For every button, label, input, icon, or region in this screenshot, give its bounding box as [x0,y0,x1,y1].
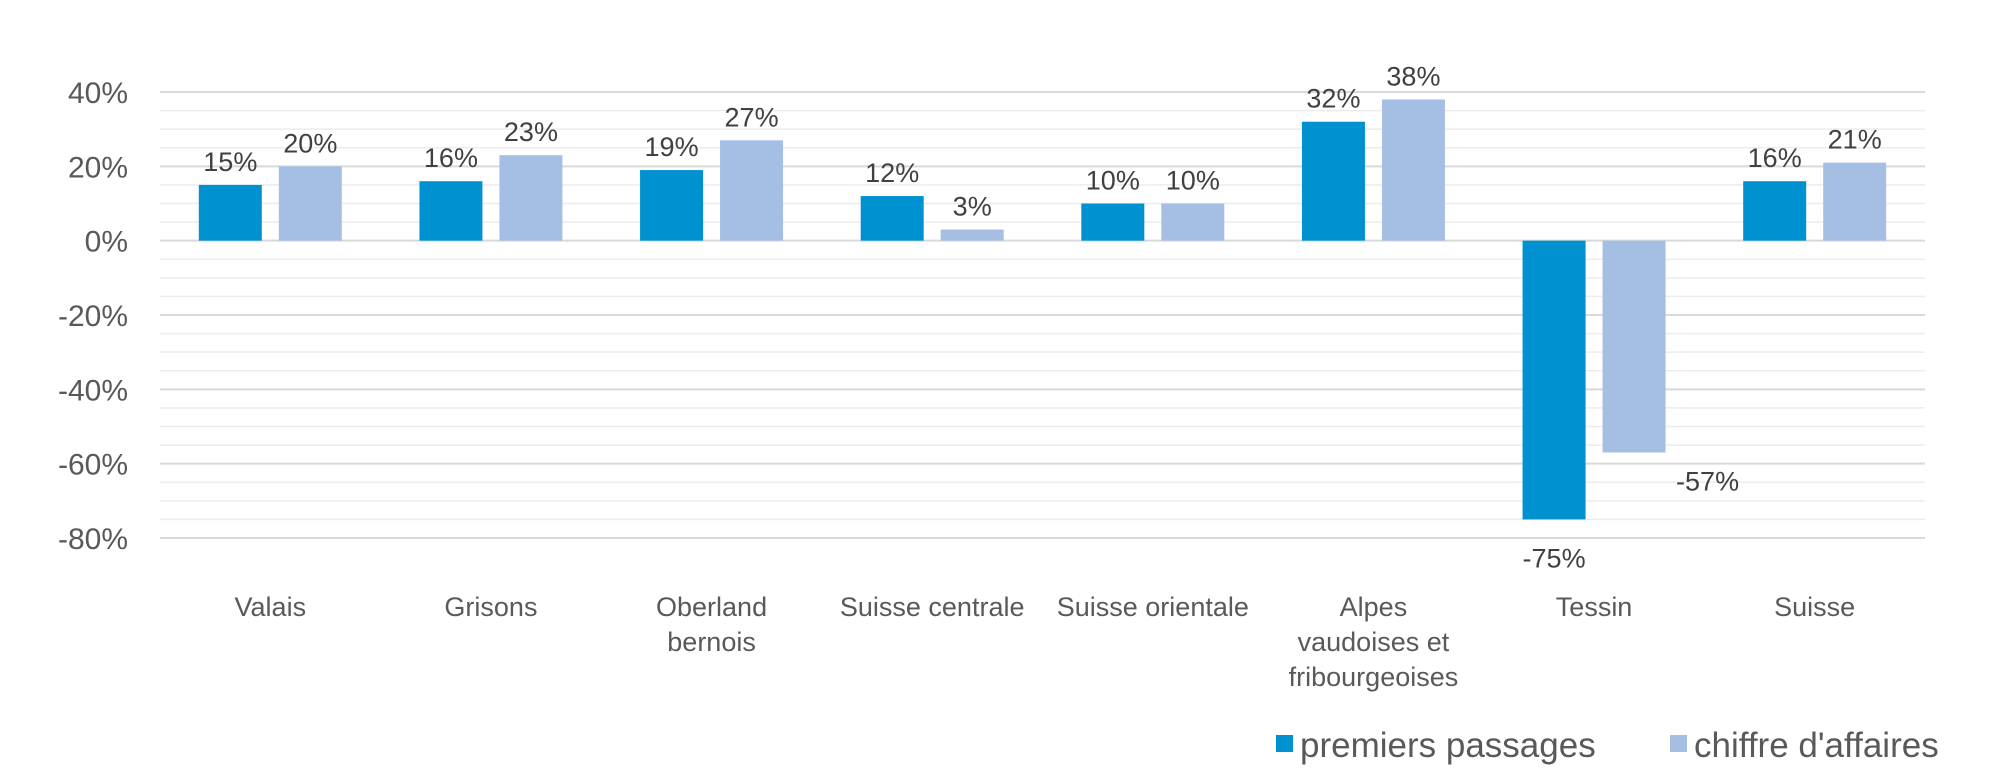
bar-premiers-passages [419,181,483,241]
data-label: 10% [1166,166,1220,196]
x-category-label: Suisse centrale [840,592,1025,622]
data-label: 27% [725,102,779,132]
bar-premiers-passages [860,196,924,241]
data-label: 20% [283,128,337,158]
x-category-label: Oberland bernois [656,592,767,657]
x-category-label: Tessin [1556,592,1633,622]
bar-premiers-passages [1081,203,1145,241]
data-label: 16% [424,143,478,173]
x-category-label: Suisse [1774,592,1855,622]
legend: premiers passages chiffre d'affaires [1276,726,1939,765]
data-label: 16% [1748,143,1802,173]
data-label: -75% [1523,543,1586,573]
legend-label-premiers-passages: premiers passages [1300,726,1596,765]
y-tick-label: -20% [58,300,128,333]
bar-premiers-passages [1522,240,1586,520]
bar-chiffre-affaires [278,166,342,241]
bar-premiers-passages [198,184,262,241]
bar-chiffre-affaires [940,229,1004,241]
data-label: 15% [203,147,257,177]
bars [198,99,1887,520]
bar-chiffre-affaires [1161,203,1225,241]
bar-chiffre-affaires [1602,240,1666,453]
bar-chiffre-affaires [1823,162,1887,241]
x-category-label: Valais [235,592,307,622]
data-label: 23% [504,117,558,147]
y-tick-label: 40% [68,77,128,110]
y-tick-label: 20% [68,151,128,184]
data-labels: 15% 16% 19% 12% 10% 32% -75% 16% 20% 23% 27% 3% 10% 3… [203,61,1881,573]
data-label: 12% [865,158,919,188]
x-category-label: Alpes vaudoises et fribourgeoises [1289,592,1459,692]
bar-premiers-passages [1743,181,1807,241]
data-label: 3% [953,192,992,222]
y-tick-label: -80% [58,523,128,556]
bar-chiffre-affaires [1381,99,1445,241]
legend-swatch-chiffre-affaires [1670,735,1687,752]
data-label: 32% [1306,84,1360,114]
data-label: 19% [645,132,699,162]
bar-premiers-passages [640,170,704,241]
y-axis: 40% 20% 0% -20% -40% -60% -80% [58,77,128,556]
bar-premiers-passages [1301,121,1365,241]
data-label: 10% [1086,166,1140,196]
bar-chiffre-affaires [499,155,563,241]
data-label: 38% [1386,61,1440,91]
data-label: -57% [1676,467,1739,497]
y-tick-label: -40% [58,374,128,407]
y-tick-label: -60% [58,449,128,482]
data-label: 21% [1828,125,1882,155]
legend-swatch-premiers-passages [1276,735,1293,752]
x-category-label: Suisse orientale [1057,592,1249,622]
y-tick-label: 0% [85,226,128,259]
x-axis: Valais Grisons Oberland bernois Suisse centr… [235,592,1856,692]
legend-label-chiffre-affaires: chiffre d'affaires [1694,726,1939,765]
bar-chiffre-affaires [720,140,784,241]
x-category-label: Grisons [444,592,537,622]
